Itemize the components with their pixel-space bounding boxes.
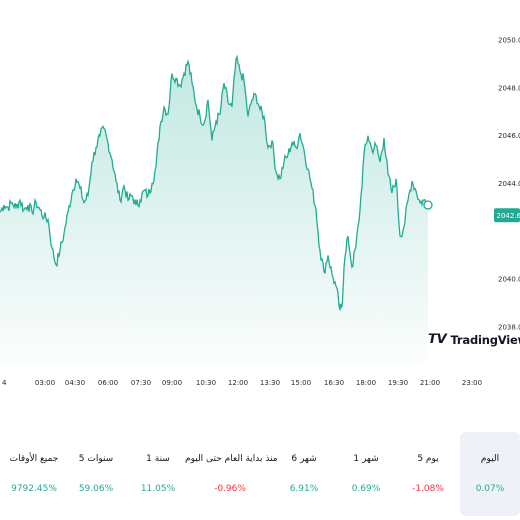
period-label: 5 يوم xyxy=(417,454,439,464)
price-chart[interactable]: 2050.00 2048.00 2046.00 2044.00 2040.00 2038.… xyxy=(0,0,520,390)
period-label: اليوم xyxy=(480,454,500,464)
period-6-months[interactable]: 6 شهر 6.91% xyxy=(274,432,334,516)
period-value: 0.69% xyxy=(351,484,381,494)
period-label: منذ بداية العام حتى اليوم xyxy=(185,454,278,464)
period-all-time[interactable]: جميع الأوقات 9792.45% xyxy=(4,432,64,516)
period-ytd[interactable]: منذ بداية العام حتى اليوم -0.96% xyxy=(185,432,278,516)
period-label: 6 شهر xyxy=(291,454,317,464)
y-tick-label: 2048.00 xyxy=(498,84,520,92)
period-today[interactable]: اليوم 0.07% xyxy=(460,432,520,516)
x-tick-label: 09:00 xyxy=(162,379,182,387)
last-point-marker xyxy=(423,200,433,210)
performance-periods: اليوم 0.07% 5 يوم -1.08% 1 شهر 0.69% 6 ش… xyxy=(0,432,520,520)
period-5-days[interactable]: 5 يوم -1.08% xyxy=(398,432,458,516)
x-tick-label: 13:30 xyxy=(260,379,280,387)
period-value: 0.07% xyxy=(475,484,505,494)
x-tick-label: 04:30 xyxy=(65,379,85,387)
x-tick-label: 18:00 xyxy=(356,379,376,387)
x-tick-label: 23:00 xyxy=(462,379,482,387)
period-5-years[interactable]: 5 سنوات 59.06% xyxy=(66,432,126,516)
last-price-tag xyxy=(494,208,520,223)
y-tick-label: 2044.00 xyxy=(498,180,520,188)
last-price-label: 2042.67 xyxy=(497,212,520,220)
y-tick-label: 2050.00 xyxy=(498,37,520,45)
x-tick-label: 10:30 xyxy=(196,379,216,387)
x-tick-label: 4 xyxy=(2,379,7,387)
tradingview-logo[interactable]: 𝙏𝙑 TradingView xyxy=(428,332,520,347)
period-value: -0.96% xyxy=(214,484,246,494)
period-value: 6.91% xyxy=(289,484,319,494)
period-value: 59.06% xyxy=(78,484,114,494)
x-tick-label: 12:00 xyxy=(228,379,248,387)
y-tick-label: 2040.00 xyxy=(498,276,520,284)
price-line xyxy=(0,54,429,311)
period-1-month[interactable]: 1 شهر 0.69% xyxy=(336,432,396,516)
y-tick-label: 2038.00 xyxy=(498,324,520,332)
period-label: 1 سنة xyxy=(146,454,170,464)
x-tick-label: 16:30 xyxy=(324,379,344,387)
price-chart-svg[interactable]: 2050.00 2048.00 2046.00 2044.00 2040.00 2038.… xyxy=(0,0,520,390)
period-label: 1 شهر xyxy=(353,454,379,464)
price-area-fill xyxy=(0,56,428,363)
x-tick-label: 19:30 xyxy=(388,379,408,387)
x-tick-label: 15:00 xyxy=(291,379,311,387)
period-label: 5 سنوات xyxy=(78,454,114,464)
period-value: 11.05% xyxy=(140,484,176,494)
period-value: -1.08% xyxy=(412,484,444,494)
y-tick-label: 2046.00 xyxy=(498,132,520,140)
x-tick-label: 06:00 xyxy=(98,379,118,387)
x-tick-label: 21:00 xyxy=(420,379,440,387)
period-1-year[interactable]: 1 سنة 11.05% xyxy=(128,432,188,516)
tradingview-wordmark: TradingView xyxy=(450,332,520,347)
x-tick-label: 03:00 xyxy=(35,379,55,387)
x-tick-label: 07:30 xyxy=(131,379,151,387)
period-label: جميع الأوقات xyxy=(9,454,59,464)
tradingview-mark-icon: 𝙏𝙑 xyxy=(428,332,447,347)
period-value: 9792.45% xyxy=(11,484,57,494)
